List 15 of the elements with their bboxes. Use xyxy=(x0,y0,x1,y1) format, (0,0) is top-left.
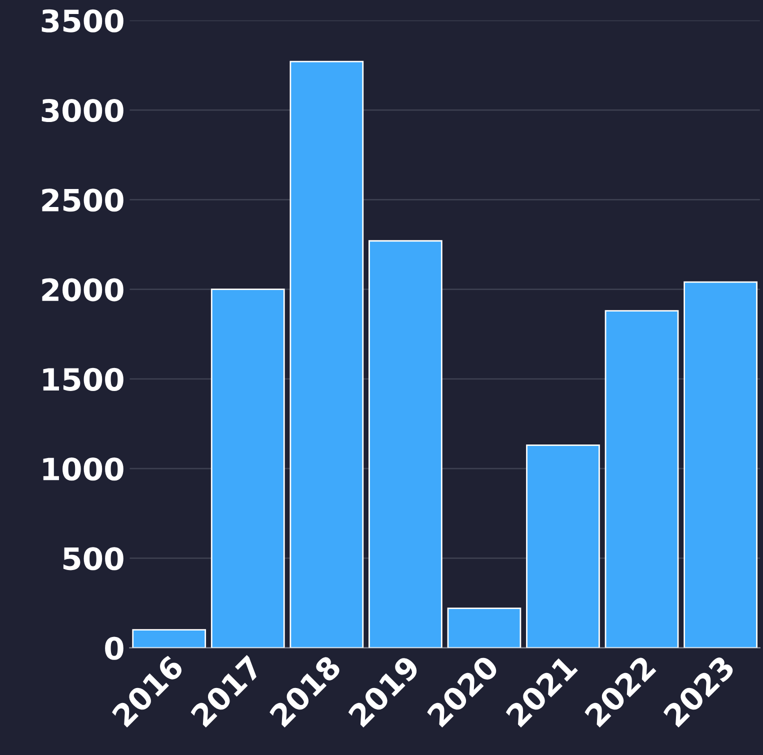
bar xyxy=(210,288,285,648)
bar xyxy=(684,281,758,648)
y-tick-label: 2000 xyxy=(42,278,124,302)
y-tick-label: 3000 xyxy=(42,98,124,122)
bar xyxy=(447,608,522,648)
y-tick-label: 1000 xyxy=(43,457,124,481)
y-tick-label: 3500 xyxy=(42,9,124,32)
bar xyxy=(526,444,600,648)
bar xyxy=(290,60,364,648)
y-tick-label: 1500 xyxy=(43,368,124,391)
bar xyxy=(368,240,442,648)
y-tick-label: 2500 xyxy=(42,188,124,212)
bar xyxy=(132,629,206,648)
y-tick-label: 500 xyxy=(63,547,124,570)
bar xyxy=(604,310,679,648)
